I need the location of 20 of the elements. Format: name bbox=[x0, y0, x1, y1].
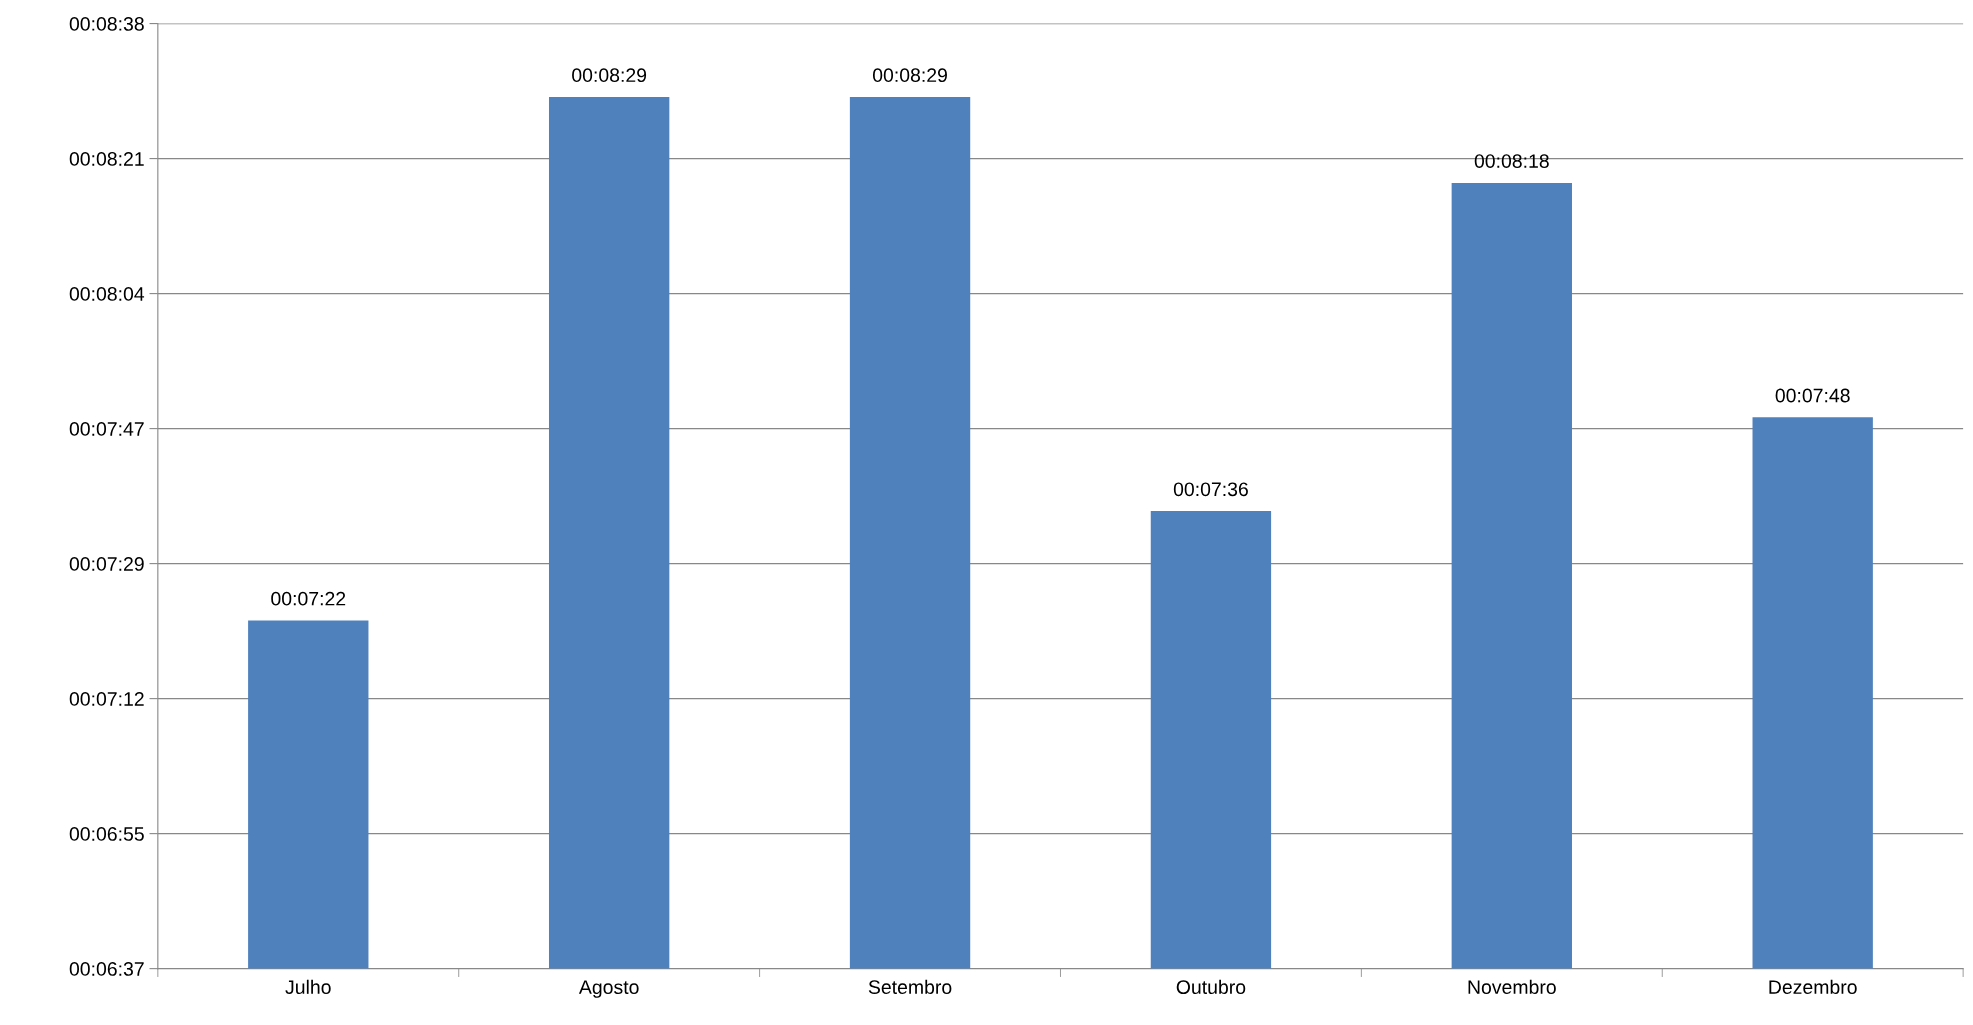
y-tick-label: 00:07:12 bbox=[69, 692, 144, 706]
y-tick-label: 00:08:38 bbox=[69, 17, 144, 31]
data-label: 00:07:22 bbox=[271, 591, 346, 606]
data-label: 00:08:29 bbox=[872, 68, 947, 83]
x-tick-label: Setembro bbox=[868, 979, 952, 995]
x-tick-label: Dezembro bbox=[1769, 979, 1857, 995]
data-label: 00:08:29 bbox=[572, 68, 647, 83]
data-label: 00:08:18 bbox=[1474, 154, 1549, 168]
y-tick-label: 00:08:21 bbox=[69, 152, 144, 166]
x-tick-label: Agosto bbox=[578, 980, 639, 998]
y-tick-label: 00:06:55 bbox=[69, 827, 144, 841]
y-tick-label: 00:08:04 bbox=[69, 287, 145, 301]
x-tick-label: Outubro bbox=[1176, 979, 1246, 995]
y-tick-label: 00:07:47 bbox=[69, 422, 144, 436]
x-tick-label: Novembro bbox=[1468, 979, 1556, 995]
y-tick-label: 00:07:29 bbox=[69, 557, 144, 571]
data-label: 00:07:36 bbox=[1173, 482, 1248, 497]
y-tick-label: 00:06:37 bbox=[69, 962, 144, 976]
x-tick-label: Julho bbox=[285, 979, 331, 995]
data-label: 00:07:48 bbox=[1775, 388, 1850, 403]
